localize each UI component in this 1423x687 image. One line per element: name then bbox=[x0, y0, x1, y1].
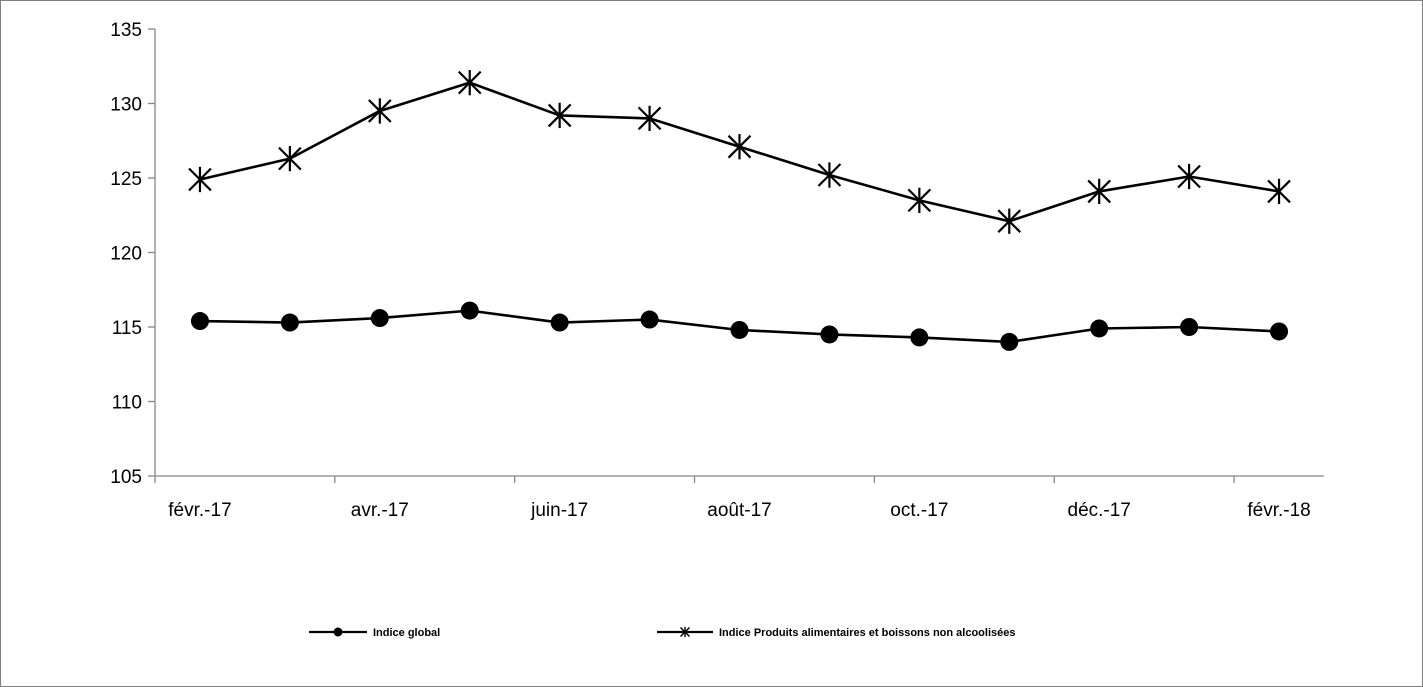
y-tick-label: 135 bbox=[110, 20, 142, 41]
data-point bbox=[727, 134, 752, 160]
y-tick-label: 115 bbox=[112, 318, 142, 339]
x-tick-label: avr.-17 bbox=[351, 500, 409, 521]
x-axis-ticks: févr.-17 avr.-17 juin-17 août-17 oct.-17 déc.… bbox=[154, 476, 1311, 521]
chart-legend: Indice global Indice Produits alimentaire… bbox=[309, 626, 1015, 639]
data-point bbox=[278, 145, 302, 172]
data-point bbox=[1090, 319, 1109, 338]
legend-label: Indice Produits alimentaires et boissons… bbox=[719, 627, 1015, 639]
data-point bbox=[1267, 178, 1291, 205]
data-point bbox=[997, 208, 1022, 234]
x-tick-label: févr.-18 bbox=[1247, 500, 1310, 521]
legend-entry: Indice global bbox=[309, 627, 440, 639]
chart-axes bbox=[154, 29, 1324, 477]
data-point bbox=[910, 328, 929, 347]
data-point bbox=[730, 320, 749, 339]
data-point bbox=[368, 98, 392, 124]
data-point bbox=[460, 301, 479, 320]
data-point bbox=[550, 313, 569, 332]
data-point bbox=[457, 69, 482, 96]
data-point bbox=[1270, 322, 1289, 341]
y-tick-label: 110 bbox=[112, 393, 142, 414]
data-point bbox=[370, 309, 389, 328]
data-point bbox=[1000, 332, 1019, 351]
data-point bbox=[190, 312, 209, 331]
data-point bbox=[637, 105, 662, 132]
y-tick-label: 105 bbox=[110, 467, 142, 488]
legend-marker bbox=[333, 627, 343, 637]
data-point bbox=[547, 102, 572, 129]
chart-series bbox=[188, 69, 1291, 351]
x-tick-label: oct.-17 bbox=[890, 500, 948, 521]
x-tick-label: juin-17 bbox=[530, 500, 588, 521]
data-point bbox=[1087, 178, 1111, 205]
data-point bbox=[1180, 318, 1199, 336]
data-point bbox=[907, 187, 932, 213]
data-point bbox=[817, 162, 842, 188]
y-tick-label: 125 bbox=[110, 169, 142, 190]
legend-label: Indice global bbox=[373, 627, 440, 639]
series-indice-alimentaires bbox=[188, 69, 1291, 234]
data-point bbox=[1177, 163, 1201, 190]
legend-marker bbox=[680, 626, 690, 638]
data-point bbox=[640, 310, 659, 329]
legend-entry: Indice Produits alimentaires et boissons… bbox=[657, 626, 1015, 639]
y-tick-label: 120 bbox=[110, 244, 142, 265]
data-point bbox=[188, 166, 212, 193]
y-axis-ticks: 105 110 115 120 125 130 135 bbox=[110, 20, 155, 488]
data-point bbox=[280, 313, 299, 332]
x-tick-label: août-17 bbox=[707, 500, 771, 521]
data-point bbox=[820, 325, 839, 344]
series-indice-global bbox=[190, 301, 1289, 351]
y-tick-label: 130 bbox=[110, 95, 142, 116]
x-tick-label: févr.-17 bbox=[168, 500, 231, 521]
x-tick-label: déc.-17 bbox=[1068, 500, 1131, 521]
